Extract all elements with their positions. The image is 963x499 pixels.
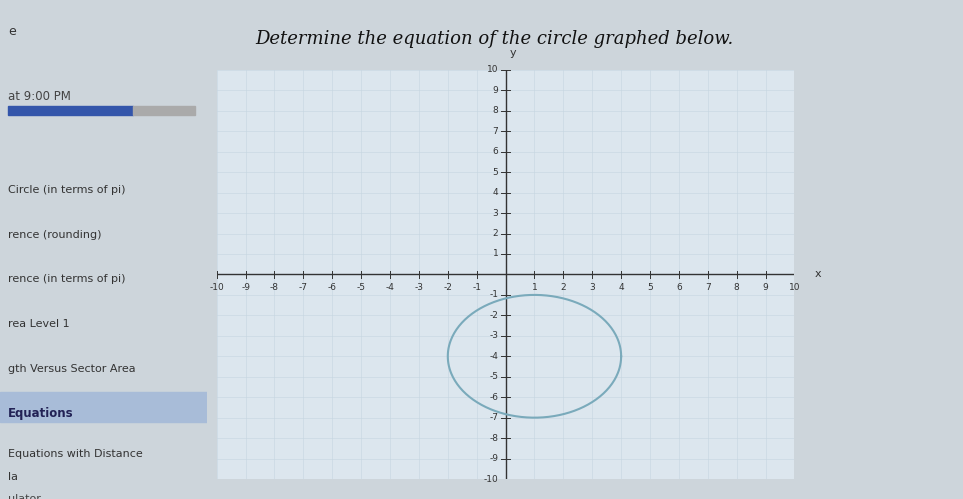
Text: -9: -9	[489, 454, 499, 463]
Text: -8: -8	[489, 434, 499, 443]
Bar	[9, 106, 133, 115]
Text: gth Versus Sector Area: gth Versus Sector Area	[9, 364, 136, 374]
Text: -2: -2	[489, 311, 499, 320]
Text: Equations with Distance: Equations with Distance	[9, 449, 143, 459]
Text: -1: -1	[472, 282, 482, 291]
Text: Circle (in terms of pi): Circle (in terms of pi)	[9, 185, 126, 195]
Text: -4: -4	[385, 282, 395, 291]
Text: -10: -10	[483, 475, 499, 484]
Text: 10: 10	[487, 65, 499, 74]
Text: rea Level 1: rea Level 1	[9, 319, 70, 329]
Text: 10: 10	[789, 282, 800, 291]
Text: -6: -6	[489, 393, 499, 402]
Text: 5: 5	[647, 282, 653, 291]
Text: -9: -9	[241, 282, 250, 291]
Text: -3: -3	[489, 331, 499, 340]
Text: 6: 6	[676, 282, 682, 291]
Text: -3: -3	[414, 282, 424, 291]
Text: -7: -7	[299, 282, 308, 291]
Text: 2: 2	[560, 282, 566, 291]
Text: e: e	[9, 25, 16, 38]
Text: 3: 3	[493, 209, 499, 218]
Text: 4: 4	[493, 188, 499, 197]
Text: 4: 4	[618, 282, 624, 291]
Text: 1: 1	[493, 250, 499, 258]
Text: -1: -1	[489, 290, 499, 299]
Text: la: la	[9, 472, 18, 482]
Text: y: y	[510, 47, 516, 57]
Bar	[133, 106, 195, 115]
Text: ulator: ulator	[9, 494, 41, 499]
Text: -10: -10	[209, 282, 224, 291]
Text: 8: 8	[734, 282, 740, 291]
Text: -6: -6	[327, 282, 337, 291]
Text: -4: -4	[489, 352, 499, 361]
Text: 6: 6	[493, 147, 499, 156]
Text: -7: -7	[489, 413, 499, 422]
Bar	[0, 392, 207, 422]
Text: rence (in terms of pi): rence (in terms of pi)	[9, 274, 126, 284]
Text: -8: -8	[270, 282, 279, 291]
Text: 7: 7	[705, 282, 711, 291]
Text: x: x	[815, 269, 821, 279]
Text: 9: 9	[493, 86, 499, 95]
Text: Determine the equation of the circle graphed below.: Determine the equation of the circle gra…	[255, 30, 734, 48]
Text: rence (rounding): rence (rounding)	[9, 230, 102, 240]
Text: 5: 5	[493, 168, 499, 177]
Text: 8: 8	[493, 106, 499, 115]
Text: -5: -5	[356, 282, 366, 291]
Text: 2: 2	[493, 229, 499, 238]
Text: Equations: Equations	[9, 407, 74, 420]
Text: 9: 9	[763, 282, 768, 291]
Text: at 9:00 PM: at 9:00 PM	[9, 90, 71, 103]
Text: -2: -2	[443, 282, 453, 291]
Text: -5: -5	[489, 372, 499, 381]
Text: 1: 1	[532, 282, 537, 291]
Text: 3: 3	[589, 282, 595, 291]
Text: 7: 7	[493, 127, 499, 136]
